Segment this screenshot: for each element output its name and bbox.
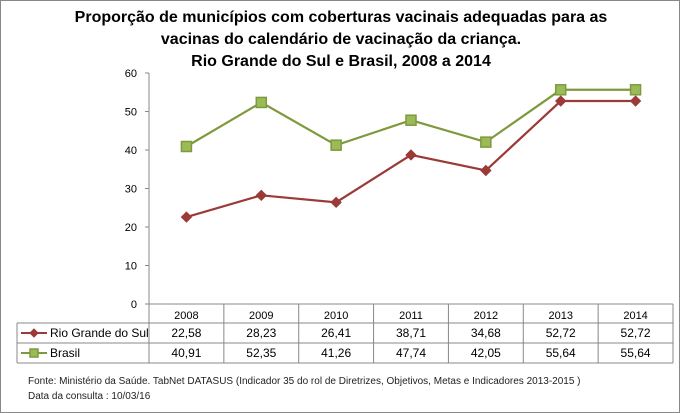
x-tick-label: 2012 [474, 310, 498, 322]
x-tick-label: 2013 [548, 310, 572, 322]
chart-title-line-1: Proporção de municípios com coberturas v… [74, 9, 608, 26]
data-cell: 41,26 [321, 346, 351, 360]
data-point [180, 140, 193, 153]
y-tick-label: 50 [125, 107, 137, 119]
y-tick-label: 10 [125, 261, 137, 273]
data-point [554, 84, 567, 96]
data-cell: 42,05 [471, 346, 501, 360]
data-cell: 52,72 [546, 326, 576, 340]
y-tick-label: 40 [125, 145, 137, 157]
source-note: Fonte: Ministério da Saúde. TabNet DATAS… [28, 376, 581, 387]
y-tick-label: 60 [125, 68, 137, 80]
x-tick-label: 2008 [174, 310, 198, 322]
data-cell: 52,35 [246, 346, 276, 360]
data-point [629, 95, 642, 107]
chart-title-line-3: Rio Grande do Sul e Brasil, 2008 a 2014 [191, 53, 491, 70]
data-point [255, 96, 268, 109]
y-tick-label: 20 [125, 222, 137, 234]
data-cell: 47,74 [396, 346, 426, 360]
data-point [405, 114, 417, 126]
legend-label: Brasil [50, 346, 80, 360]
y-tick-label: 30 [125, 184, 137, 196]
data-cell: 40,91 [171, 346, 201, 360]
x-tick-label: 2011 [399, 310, 423, 322]
data-cell: 22,58 [171, 326, 201, 340]
chart-title-line-2: vacinas do calendário de vacinação da cr… [160, 31, 522, 48]
data-point [405, 149, 417, 161]
data-point [255, 189, 267, 202]
data-cell: 55,64 [546, 346, 576, 360]
x-tick-label: 2014 [623, 310, 647, 322]
data-point [555, 95, 567, 107]
data-point [629, 84, 642, 96]
x-tick-label: 2010 [324, 310, 348, 322]
data-point [480, 136, 492, 148]
data-point [180, 211, 193, 223]
data-point [330, 139, 342, 151]
data-cell: 52,72 [621, 326, 651, 340]
y-tick-label: 0 [131, 299, 137, 311]
data-cell: 38,71 [396, 326, 426, 340]
data-point [330, 196, 342, 209]
consult-date: Data da consulta : 10/03/16 [28, 391, 151, 402]
data-cell: 55,64 [621, 346, 651, 360]
data-cell: 28,23 [246, 326, 276, 340]
data-cell: 26,41 [321, 326, 351, 340]
legend-marker-1 [29, 348, 39, 358]
legend-label: Rio Grande do Sul [50, 326, 149, 340]
x-tick-label: 2009 [249, 310, 273, 322]
legend-marker-0 [29, 328, 39, 338]
data-cell: 34,68 [471, 326, 501, 340]
data-point [480, 164, 492, 177]
